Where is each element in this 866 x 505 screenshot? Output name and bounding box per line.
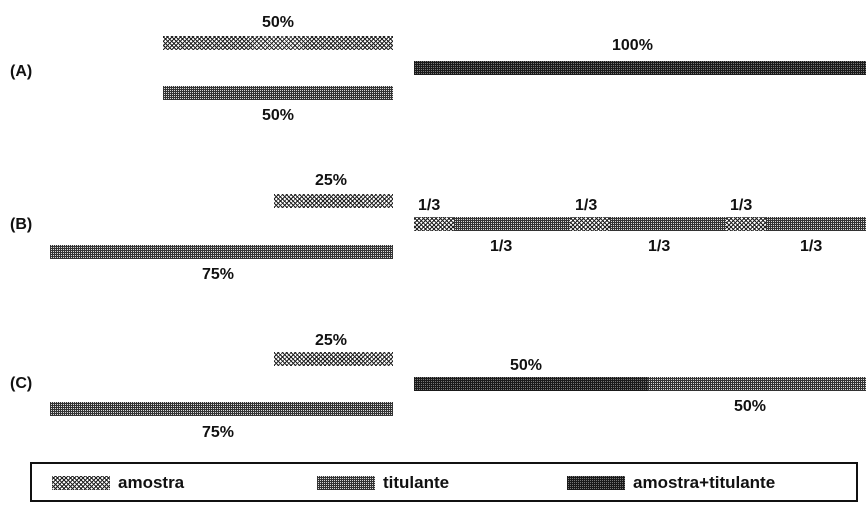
row-b-amostra-third-1: 1/3 — [418, 197, 441, 214]
legend-label-amostra: amostra — [118, 473, 185, 492]
row-a-amostra-bar — [163, 36, 393, 50]
row-b-amostra-percent: 25% — [315, 172, 348, 189]
row-c-titulante-extension-bar — [648, 377, 866, 391]
row-b-amostra-segment-2 — [570, 217, 610, 231]
row-c-mix-bottom-percent: 50% — [734, 398, 767, 415]
row-b-titulante-segment-3 — [766, 217, 866, 231]
row-a-titulante-percent: 50% — [262, 107, 295, 124]
row-a-mix-percent: 100% — [612, 37, 653, 54]
row-a-mix-bar — [414, 61, 866, 75]
row-b-amostra-segment-1 — [414, 217, 454, 231]
row-c-mix-bar — [414, 377, 648, 391]
row-c-titulante-bar — [50, 402, 393, 416]
row-b-amostra-third-2: 1/3 — [575, 197, 598, 214]
row-b-titulante-third-1: 1/3 — [490, 238, 513, 255]
row-b-titulante-third-3: 1/3 — [800, 238, 823, 255]
row-c-amostra-percent: 25% — [315, 332, 348, 349]
row-b-titulante-bar — [50, 245, 393, 259]
row-label-c: (C) — [10, 375, 33, 392]
row-b-titulante-third-2: 1/3 — [648, 238, 671, 255]
row-b-amostra-third-3: 1/3 — [730, 197, 753, 214]
row-b-amostra-segment-3 — [726, 217, 766, 231]
legend-label-mix: amostra+titulante — [633, 473, 776, 492]
row-a-titulante-bar — [163, 86, 393, 100]
row-label-b: (B) — [10, 216, 33, 233]
row-c-amostra-bar — [274, 352, 393, 366]
legend-swatch-amostra — [52, 476, 110, 490]
row-label-a: (A) — [10, 63, 33, 80]
row-b-titulante-segment-1 — [454, 217, 570, 231]
legend-item-mix: amostra+titulante — [567, 473, 775, 493]
legend-item-titulante: titulante — [317, 473, 449, 493]
row-c-titulante-percent: 75% — [202, 424, 235, 441]
legend-item-amostra: amostra — [52, 473, 184, 493]
row-b-amostra-bar — [274, 194, 393, 208]
legend-swatch-mix — [567, 476, 625, 490]
legend-swatch-titulante — [317, 476, 375, 490]
row-c-mix-top-percent: 50% — [510, 357, 543, 374]
row-b-titulante-percent: 75% — [202, 266, 235, 283]
legend-label-titulante: titulante — [383, 473, 450, 492]
row-a-amostra-percent: 50% — [262, 14, 295, 31]
legend: amostra titulante amostra+titulante — [30, 462, 858, 502]
row-b-titulante-segment-2 — [610, 217, 726, 231]
